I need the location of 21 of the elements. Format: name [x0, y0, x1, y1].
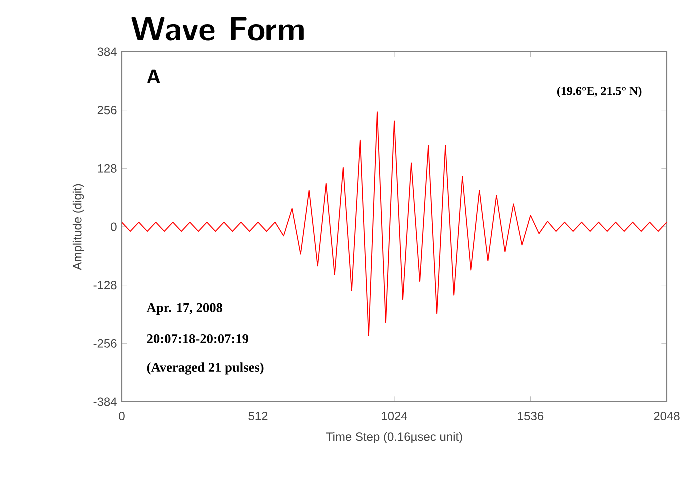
x-tick-label: 0 [119, 412, 125, 421]
y-tick-label: 384 [98, 48, 117, 56]
x-tick-label: 1536 [518, 412, 544, 421]
annotation: A [148, 70, 160, 84]
annotation: (19.6°E, 21.5° N) [557, 86, 642, 98]
annotation: Apr. 17, 2008 [146, 303, 223, 316]
y-tick-label: 0 [111, 222, 117, 232]
line-series [122, 112, 667, 336]
x-tick-label: 1024 [382, 412, 408, 421]
y-tick-label: -256 [94, 339, 117, 348]
x-tick-label: 512 [248, 412, 268, 421]
y-axis-title: Amplitude (digit) [72, 184, 84, 270]
y-tick-label: -128 [94, 281, 117, 290]
y-tick-label: 256 [98, 106, 117, 115]
x-axis-title: Time Step (0.16µsec unit) [326, 432, 462, 444]
y-tick-label: -384 [94, 398, 117, 406]
annotation: (Averaged 21 pulses) [147, 362, 264, 375]
annotation: 20:07:18-20:07:19 [147, 334, 249, 344]
y-tick-label: 128 [98, 164, 117, 173]
chart-title: Wave Form [132, 17, 304, 41]
x-tick-label: 2048 [654, 412, 680, 421]
